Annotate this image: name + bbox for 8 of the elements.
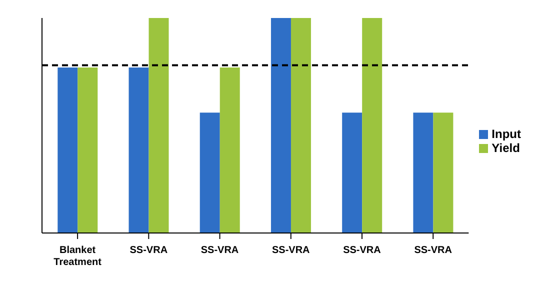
x-tick-label: Blanket Treatment [54, 245, 102, 268]
x-tick-label: SS-VRA [414, 245, 452, 256]
legend-label: Input [492, 127, 521, 141]
x-tick-label: SS-VRA [272, 245, 310, 256]
legend-label: Yield [492, 141, 520, 155]
x-tick-label: SS-VRA [130, 245, 168, 256]
x-tick-label: SS-VRA [200, 245, 239, 256]
x-tick-label: SS-VRA [343, 245, 381, 256]
